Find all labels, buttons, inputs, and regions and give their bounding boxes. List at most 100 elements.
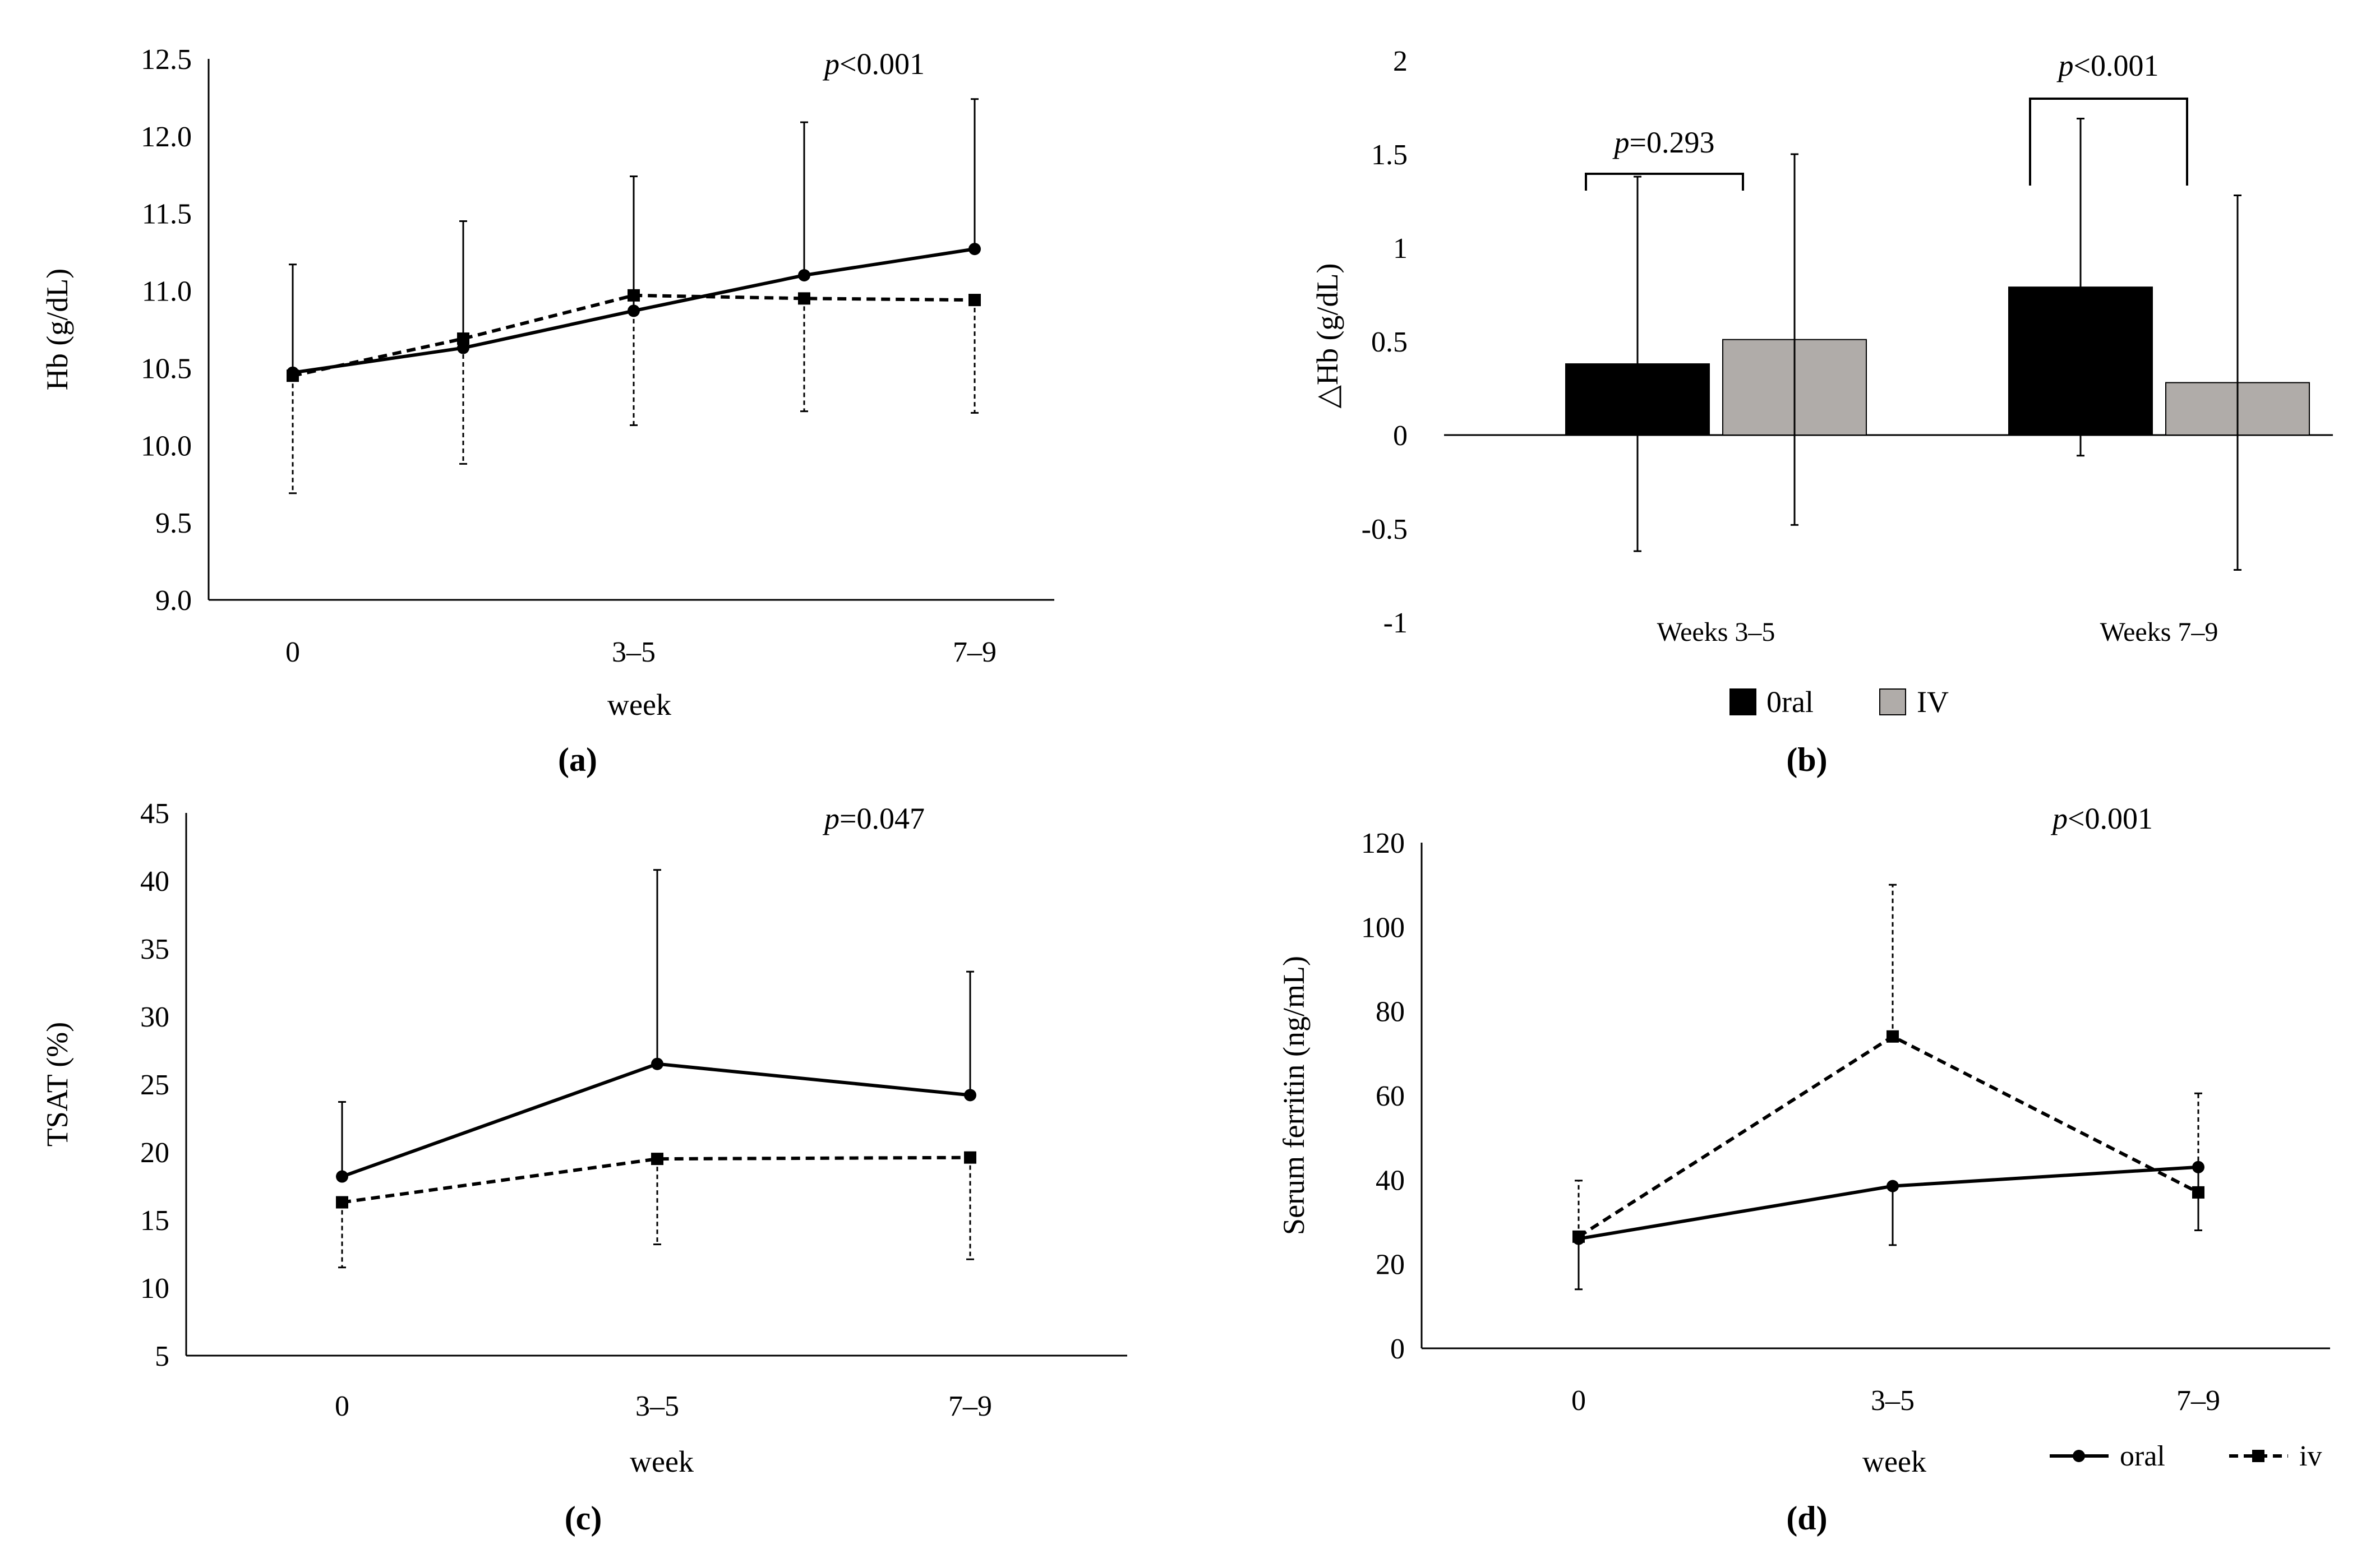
significance-bracket	[1585, 173, 1744, 191]
panel-label: (b)	[1786, 741, 1827, 778]
data-point-circle	[651, 1057, 663, 1070]
y-tick-label: 35	[140, 933, 169, 965]
data-point-circle	[1887, 1180, 1899, 1192]
series-dashed-line	[342, 1155, 971, 1204]
y-tick-label: 100	[1361, 912, 1405, 944]
y-tick-label: 11.0	[142, 276, 192, 308]
p-value-annotation-value: =0.293	[1630, 126, 1715, 159]
series-solid-group	[336, 869, 976, 1183]
panel-label: (c)	[565, 1500, 602, 1537]
y-tick-label: 9.0	[155, 585, 192, 617]
x-axis-title: week	[607, 688, 671, 722]
y-tick-label: 20	[140, 1137, 169, 1169]
series-iv-bars	[1722, 153, 2310, 571]
y-tick-label: 40	[140, 866, 169, 898]
x-axis-title: week	[1862, 1445, 1926, 1478]
y-tick-label: 25	[140, 1069, 169, 1101]
panel-a-hb-chart: 9.0 9.5 10.0 10.5 11.0 11.5 12.0 12.5 0 3–5 7–9 wee…	[40, 44, 1054, 778]
p-value-annotation: p=0.293	[1612, 126, 1715, 159]
panel-label: (a)	[558, 741, 597, 778]
y-tick-label: 0.5	[1371, 326, 1408, 358]
p-value-annotation-symbol: p	[2056, 49, 2074, 82]
y-tick-label: 15	[140, 1205, 169, 1237]
significance-bracket	[2029, 98, 2188, 186]
data-point-circle	[964, 1089, 976, 1102]
data-point-square	[628, 289, 640, 302]
p-value-annotation: p<0.001	[822, 47, 925, 81]
y-tick-label: 0	[1393, 420, 1408, 452]
data-point-square	[2192, 1186, 2204, 1199]
panel-label: (d)	[1786, 1500, 1827, 1537]
data-point-square	[287, 369, 299, 382]
x-axis-title: week	[630, 1445, 694, 1478]
x-tick-label: 0	[285, 636, 300, 668]
legend-oral-swatch	[1729, 688, 1756, 715]
y-axis-title: Serum ferritin (ng/mL)	[1277, 956, 1311, 1235]
y-tick-label: 11.5	[142, 198, 192, 230]
y-tick-label: 80	[1376, 996, 1405, 1028]
category-label: Weeks 7–9	[2100, 617, 2218, 647]
y-tick-label: 10.5	[141, 353, 192, 385]
y-tick-label: 1	[1393, 233, 1408, 265]
series-dashed-group	[1572, 884, 2204, 1243]
y-tick-label: 60	[1376, 1080, 1405, 1112]
x-tick-label: 0	[335, 1390, 349, 1422]
y-tick-label: 1.5	[1371, 139, 1408, 171]
data-point-square	[964, 1151, 976, 1164]
y-tick-label: 12.0	[141, 121, 192, 153]
y-tick-label: 120	[1361, 827, 1405, 859]
p-value-annotation-value: =0.047	[840, 802, 925, 835]
y-axis-title: TSAT (%)	[40, 1022, 74, 1147]
panel-d-ferritin-chart: 0 20 40 60 80 100 120 0 3–5 7–9 week Serum ferritin…	[1277, 802, 2330, 1537]
p-value-annotation-symbol: p	[822, 802, 840, 835]
y-axis-title: Hb (g/dL)	[40, 269, 74, 390]
legend-circle-marker	[2073, 1450, 2085, 1462]
legend-label: iv	[2299, 1440, 2322, 1472]
p-value-annotation-value: <0.001	[2068, 802, 2153, 835]
x-tick-label: 7–9	[2176, 1385, 2220, 1417]
y-tick-label: 30	[140, 1001, 169, 1033]
p-value-annotation-value: <0.001	[840, 47, 925, 81]
x-tick-label: 3–5	[635, 1390, 679, 1422]
legend-label: 0ral	[1766, 685, 1814, 719]
y-tick-label: -0.5	[1362, 514, 1408, 545]
y-tick-label: -1	[1383, 607, 1408, 639]
p-value-annotation-symbol: p	[1612, 126, 1630, 159]
x-tick-label: 7–9	[948, 1390, 992, 1422]
x-tick-label: 3–5	[1871, 1385, 1915, 1417]
y-tick-label: 12.5	[141, 44, 192, 76]
y-tick-label: 10.0	[141, 430, 192, 462]
data-point-square	[457, 332, 469, 345]
legend-square-marker	[2252, 1450, 2264, 1462]
series-dashed-group	[287, 289, 981, 494]
y-tick-label: 2	[1393, 45, 1408, 77]
panel-c-tsat-chart: 5 10 15 20 25 30 35 40 45 0 3–5 7–9 week TSAT (%) p=0.…	[40, 798, 1127, 1537]
series-dashed-group	[336, 1151, 976, 1269]
legend-iv-swatch	[1879, 688, 1906, 715]
legend: 0ral IV	[1729, 685, 1949, 719]
y-axis-title: △Hb (g/dL)	[1311, 263, 1344, 409]
legend: oral iv	[2050, 1440, 2322, 1472]
data-point-circle	[798, 269, 810, 281]
data-point-square	[1572, 1230, 1585, 1243]
y-tick-label: 9.5	[155, 507, 192, 539]
data-point-circle	[336, 1170, 348, 1183]
y-tick-label: 10	[140, 1273, 169, 1305]
series-oral-bars	[1565, 118, 2153, 552]
series-dashed-line	[1578, 1034, 2199, 1238]
y-tick-label: 20	[1376, 1249, 1405, 1281]
y-tick-label: 40	[1376, 1164, 1405, 1196]
y-tick-label: 5	[155, 1340, 169, 1372]
p-value-annotation: p<0.001	[2056, 49, 2159, 82]
p-value-annotation-symbol: p	[2050, 802, 2068, 835]
legend-label: IV	[1917, 685, 1949, 719]
data-point-square	[651, 1153, 663, 1166]
y-tick-label: 45	[140, 798, 169, 830]
category-label: Weeks 3–5	[1657, 617, 1775, 647]
y-tick-label: 0	[1390, 1333, 1405, 1365]
data-point-circle	[968, 243, 981, 256]
legend-label: oral	[2120, 1440, 2165, 1472]
data-point-square	[968, 294, 981, 307]
